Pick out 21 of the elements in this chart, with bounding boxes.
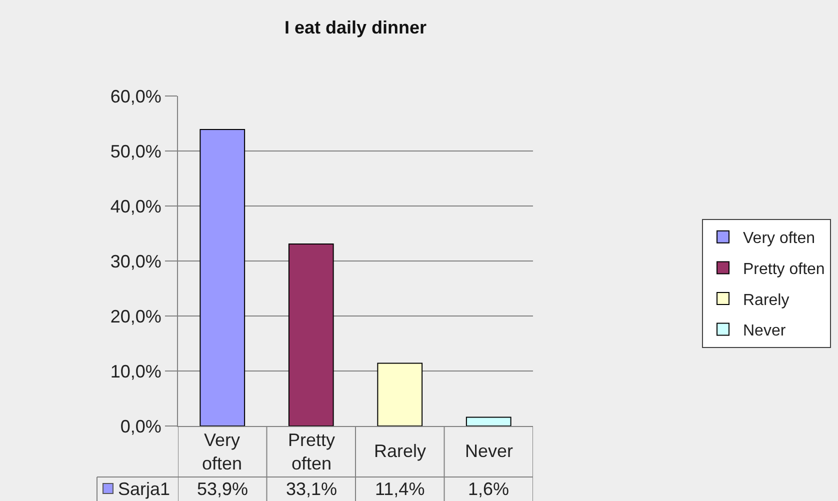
y-tick-label: 0,0% (120, 416, 162, 436)
data-label: 53,9% (197, 479, 248, 499)
data-label: 1,6% (468, 479, 510, 499)
y-tick-label: 60,0% (110, 86, 162, 106)
legend-label: Never (743, 322, 786, 340)
data-label: 11,4% (375, 479, 425, 499)
data-label: 33,1% (286, 479, 338, 499)
chart-title: I eat daily dinner (284, 17, 427, 38)
y-tick-label: 40,0% (110, 196, 162, 216)
legend-label: Pretty often (743, 260, 825, 278)
y-tick-label: 30,0% (110, 251, 162, 272)
x-tick-label: Pretty often (288, 430, 336, 474)
data-table-row-label: Sarja1 (118, 479, 170, 499)
y-tick-label: 50,0% (110, 141, 162, 162)
legend-label: Very often (743, 230, 816, 248)
x-tick-label: Rarely (374, 441, 426, 461)
x-tick-label: Very often (202, 430, 242, 474)
x-tick-label: Never (465, 441, 514, 461)
y-tick-label: 20,0% (110, 306, 162, 326)
legend-label: Rarely (743, 292, 790, 309)
y-tick-label: 10,0% (110, 361, 162, 382)
